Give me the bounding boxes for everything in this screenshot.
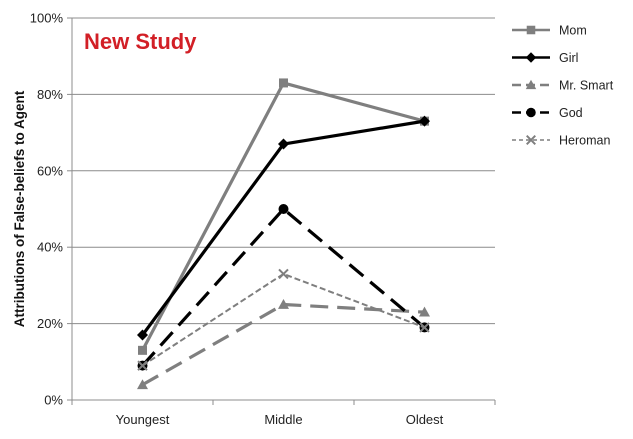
data-point (278, 268, 289, 280)
series-layer (137, 78, 430, 390)
data-point (137, 329, 148, 341)
data-point (137, 360, 148, 371)
gridlines (72, 17, 495, 325)
legend-marker (526, 25, 536, 35)
y-tick-labels: 0% 20% 40% 60% 80% 100% (30, 11, 64, 408)
data-point (137, 379, 148, 390)
x-tick-label: Youngest (116, 412, 170, 427)
legend-marker (526, 135, 536, 145)
legend-item: Mom (512, 24, 587, 38)
legend-label: Mom (559, 24, 587, 38)
series-girl (137, 115, 430, 341)
legend-item: Girl (512, 51, 578, 65)
axes (67, 17, 496, 405)
series-line (141, 81, 425, 352)
legend-label: Heroman (559, 134, 610, 148)
series-heroman (137, 268, 430, 371)
legend-item: Mr. Smart (512, 79, 614, 93)
series-line (141, 272, 425, 367)
legend-item: God (512, 106, 583, 120)
series-line (141, 207, 426, 367)
series-mom (138, 78, 429, 355)
x-tick-label: Oldest (406, 412, 444, 427)
legend: Mom Girl Mr. Smart God Heroman (512, 24, 614, 148)
y-axis-label: Attributions of False-beliefs to Agent (12, 90, 27, 327)
legend-marker (526, 107, 536, 118)
y-tick-label: 0% (44, 393, 63, 408)
y-tick-label: 20% (37, 316, 63, 331)
data-point (419, 322, 430, 333)
legend-label: Girl (559, 51, 578, 65)
y-tick-label: 40% (37, 240, 63, 255)
data-point (278, 204, 289, 214)
x-tick-labels: Youngest Middle Oldest (116, 412, 444, 427)
data-point (278, 138, 289, 150)
chart-title: New Study (84, 29, 197, 54)
data-point (138, 345, 147, 355)
legend-item: Heroman (512, 134, 610, 148)
data-point (419, 306, 430, 317)
data-point (278, 299, 289, 309)
legend-label: Mr. Smart (559, 79, 614, 93)
x-tick-label: Middle (264, 412, 302, 427)
series-mr-smart (137, 299, 430, 390)
y-tick-label: 100% (30, 11, 64, 26)
y-tick-label: 80% (37, 87, 63, 102)
legend-marker (525, 52, 537, 63)
legend-marker (525, 79, 537, 90)
data-point (419, 115, 430, 127)
y-tick-label: 60% (37, 163, 63, 178)
series-god (137, 204, 430, 371)
legend-label: God (559, 106, 583, 120)
data-point (279, 78, 288, 88)
